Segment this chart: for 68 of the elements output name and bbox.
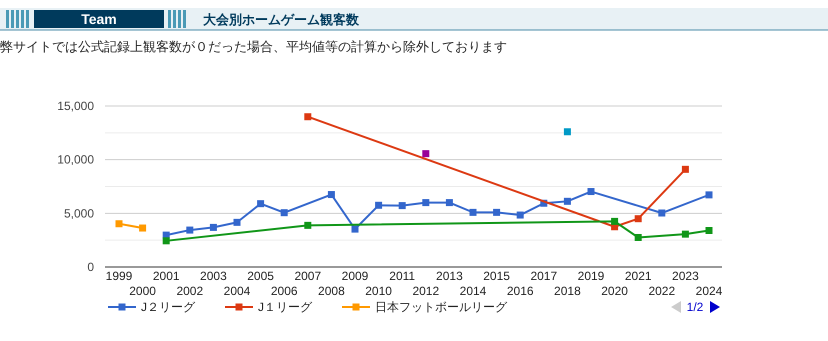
x-tick-label: 2006	[270, 284, 298, 298]
text: 1/2	[686, 300, 704, 314]
y-tick-label: 15,000	[57, 99, 94, 113]
legend-label: 日本フットボールリーグ	[375, 300, 508, 314]
point	[234, 218, 240, 226]
chart-subtitle: 弊サイトでは公式記録上観客数が０だった場合、平均値等の計算から除外しております	[0, 39, 507, 54]
x-tick-label: 2015	[483, 269, 510, 283]
x-tick-label: 2010	[365, 284, 392, 298]
x-tick-label: 2014	[460, 284, 487, 298]
point	[446, 199, 453, 206]
point	[516, 212, 524, 219]
x-tick-label: 2000	[129, 284, 156, 298]
x-tick-label: 2011	[389, 269, 416, 283]
point	[422, 199, 430, 206]
x-tick-label: 2019	[578, 269, 605, 283]
x-tick-label: 2024	[696, 284, 723, 298]
y-tick-label: 0	[87, 260, 94, 274]
point	[493, 208, 500, 216]
x-tick-label: 2002	[176, 284, 204, 298]
point	[706, 227, 712, 234]
point	[634, 215, 642, 222]
point	[280, 209, 288, 216]
x-tick-label: 2008	[318, 284, 346, 298]
x-tick-label: 2016	[506, 284, 534, 298]
point	[682, 230, 689, 238]
point	[634, 234, 642, 241]
x-tick-label: 2021	[624, 269, 652, 283]
point	[375, 202, 382, 209]
point	[210, 224, 217, 231]
x-tick-label: 2007	[294, 269, 322, 283]
y-tick-label: 10,000	[57, 152, 94, 167]
point	[352, 226, 358, 233]
x-tick-label: 2022	[648, 284, 676, 298]
point	[304, 113, 312, 120]
point	[328, 191, 335, 198]
point	[304, 222, 312, 229]
x-tick-label: 2013	[436, 269, 464, 283]
x-tick-label: 2001	[152, 269, 180, 283]
point	[139, 224, 146, 232]
x-tick-label: 2012	[412, 284, 440, 298]
x-tick-label: 2004	[224, 284, 251, 298]
point	[398, 202, 406, 210]
point	[116, 220, 122, 228]
legend-label: J１リーグ	[258, 300, 313, 314]
x-tick-label: 2009	[342, 269, 369, 283]
point	[611, 218, 618, 225]
y-tick-label: 5,000	[64, 206, 94, 220]
x-tick-label: 2020	[601, 284, 628, 298]
x-tick-label: 2003	[200, 269, 228, 283]
point	[162, 237, 170, 244]
point	[422, 150, 430, 158]
point	[470, 208, 476, 216]
x-tick-label: 2017	[530, 269, 558, 283]
x-tick-label: 2018	[554, 284, 582, 298]
point	[186, 226, 194, 234]
x-tick-label: 2023	[672, 269, 700, 283]
x-tick-label: 2005	[247, 269, 274, 283]
chart-title: 大会別ホームゲーム観客数	[203, 12, 360, 27]
point	[564, 128, 571, 136]
point	[564, 198, 571, 205]
x-tick-label: 1999	[106, 269, 133, 283]
point	[588, 188, 594, 196]
text: Team	[81, 11, 117, 27]
point	[257, 200, 264, 208]
point	[706, 191, 712, 198]
point	[682, 166, 689, 173]
legend-label: J２リーグ	[141, 300, 196, 314]
point	[658, 210, 666, 217]
